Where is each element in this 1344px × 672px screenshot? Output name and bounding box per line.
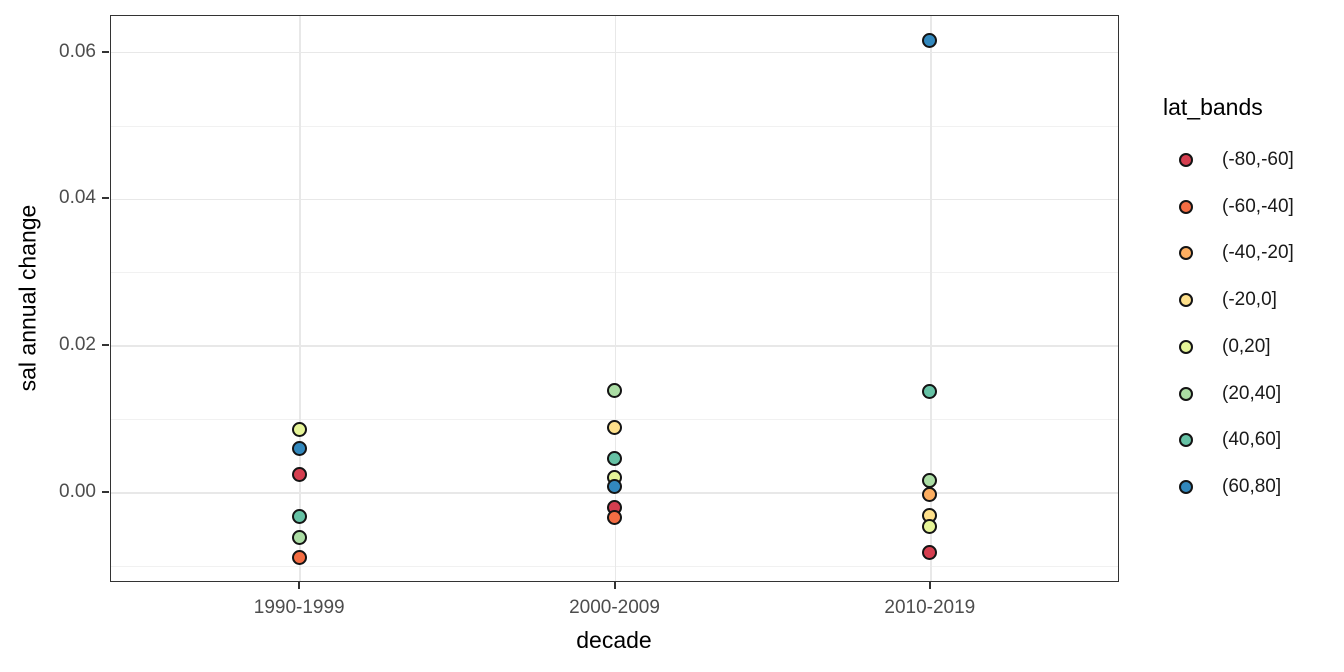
- x-axis-tick: [928, 582, 931, 589]
- y-axis-tick: [102, 50, 109, 53]
- x-axis-tick: [613, 582, 616, 589]
- major-gridline: [111, 51, 1118, 54]
- y-axis-tick: [102, 197, 109, 200]
- y-tick-label: 0.04: [59, 187, 96, 209]
- minor-gridline: [111, 418, 1118, 420]
- legend-key-icon: [1179, 479, 1193, 494]
- legend-item: (0,20]: [1150, 334, 1340, 360]
- y-axis-tick: [102, 490, 109, 493]
- data-point: [922, 383, 938, 399]
- legend-item: (-60,-40]: [1150, 194, 1340, 220]
- legend-title: lat_bands: [1163, 94, 1263, 120]
- major-gridline-x: [930, 16, 932, 581]
- y-tick-label: 0.00: [59, 480, 96, 502]
- legend-label: (0,20]: [1222, 335, 1271, 357]
- x-tick-label: 2000-2009: [569, 597, 660, 618]
- legend-label: (-80,-60]: [1222, 149, 1294, 170]
- y-tick-label: 0.06: [59, 40, 96, 62]
- x-tick-label: 2010-2019: [884, 597, 976, 618]
- data-point: [291, 441, 307, 456]
- data-point: [291, 467, 307, 483]
- legend-key-icon: [1179, 433, 1193, 448]
- legend-key-icon: [1179, 153, 1193, 167]
- legend: lat_bands (-80,-60] (-60,-40] (-40,-20] (-2…: [1150, 92, 1344, 512]
- legend-item: (60,80]: [1150, 474, 1340, 500]
- major-gridline: [111, 345, 1118, 347]
- legend-item: (-20,0]: [1150, 287, 1340, 313]
- legend-item: (-80,-60]: [1150, 147, 1340, 173]
- legend-label: (-20,0]: [1222, 289, 1277, 311]
- data-point: [922, 519, 938, 535]
- legend-key-icon: [1179, 386, 1193, 401]
- data-point: [922, 545, 938, 561]
- major-gridline-x: [299, 16, 301, 581]
- data-point: [607, 420, 622, 436]
- legend-key-icon: [1179, 246, 1193, 261]
- x-axis-title: decade: [576, 627, 652, 653]
- data-point: [607, 383, 622, 399]
- legend-key-icon: [1179, 199, 1193, 214]
- legend-key-icon: [1179, 293, 1193, 308]
- data-point: [291, 509, 307, 525]
- plot-panel: [110, 15, 1119, 582]
- legend-label: (60,80]: [1222, 475, 1282, 497]
- y-axis-tick: [102, 344, 109, 347]
- x-axis-tick: [298, 582, 301, 589]
- legend-label: (40,60]: [1222, 429, 1282, 451]
- legend-item: (-40,-20]: [1150, 240, 1340, 266]
- data-point: [607, 509, 622, 525]
- legend-label: (20,40]: [1222, 382, 1282, 404]
- legend-key-icon: [1179, 339, 1193, 354]
- legend-label: (-60,-40]: [1222, 195, 1294, 217]
- major-gridline-x: [614, 16, 617, 581]
- minor-gridline: [111, 272, 1118, 274]
- minor-gridline: [111, 565, 1118, 567]
- major-gridline: [111, 198, 1118, 201]
- data-point: [922, 473, 938, 489]
- y-tick-label: 0.02: [59, 334, 96, 356]
- minor-gridline: [111, 125, 1118, 127]
- y-axis-title: sal annual change: [14, 204, 41, 392]
- data-point: [291, 550, 307, 566]
- data-point: [291, 421, 307, 437]
- data-point: [291, 529, 307, 545]
- legend-label: (-40,-20]: [1222, 242, 1294, 264]
- data-point: [922, 487, 938, 503]
- legend-item: (20,40]: [1150, 381, 1340, 407]
- legend-item: (40,60]: [1150, 427, 1340, 453]
- x-tick-label: 1990-1999: [253, 597, 345, 618]
- data-point: [607, 479, 622, 495]
- data-point: [607, 450, 622, 466]
- data-point: [922, 33, 938, 49]
